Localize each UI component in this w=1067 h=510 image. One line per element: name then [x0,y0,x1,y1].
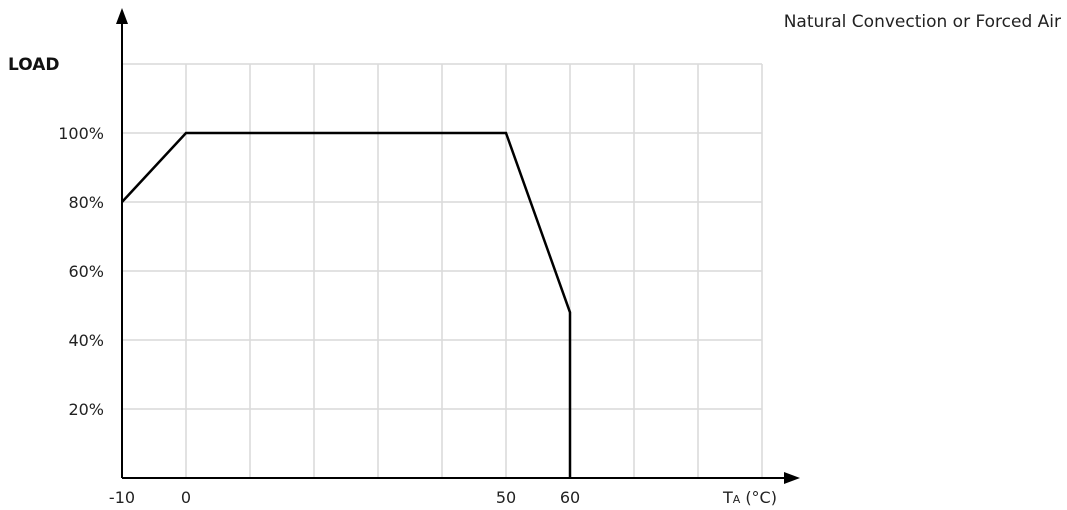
y-tick-label: 20% [68,400,104,419]
y-tick-label: 80% [68,193,104,212]
axes [116,8,800,484]
x-tick-label: 50 [496,488,516,507]
y-tick-label: 60% [68,262,104,281]
grid [122,63,763,478]
x-tick-label: 0 [181,488,191,507]
x-tick-label: 60 [560,488,580,507]
x-axis-label-unit: (°C) [745,488,777,507]
x-axis-label-subscript: A [733,493,741,506]
y-tick-label: 100% [58,124,104,143]
x-axis-label: TA (°C) [722,488,777,507]
series-line [121,131,572,478]
series-layer [121,131,572,478]
y-axis-arrow [116,8,128,24]
x-tick-label: -10 [109,488,135,507]
labels: Natural Convection or Forced Air LOAD TA… [8,12,1061,507]
x-axis-arrow [784,472,800,484]
y-tick-label: 40% [68,331,104,350]
chart-title: Natural Convection or Forced Air [784,12,1061,32]
x-axis-label-main: T [722,488,733,507]
y-axis-label: LOAD [8,55,60,75]
